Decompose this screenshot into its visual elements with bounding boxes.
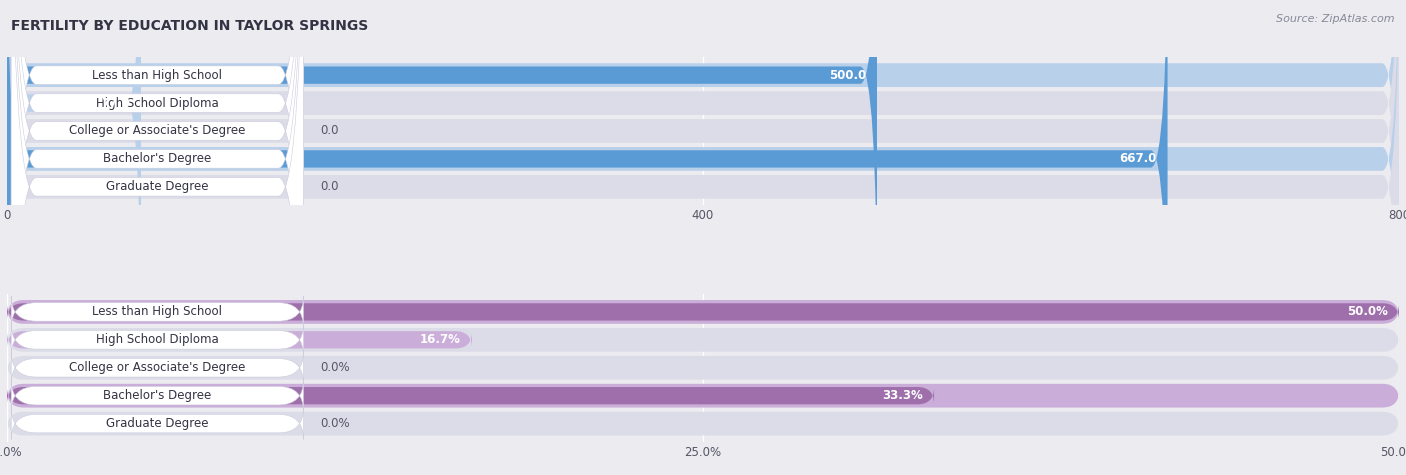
Text: 50.0%: 50.0% xyxy=(1347,305,1388,318)
Text: Source: ZipAtlas.com: Source: ZipAtlas.com xyxy=(1277,14,1395,24)
FancyBboxPatch shape xyxy=(7,0,1399,415)
FancyBboxPatch shape xyxy=(7,0,1399,387)
Text: 667.0: 667.0 xyxy=(1119,152,1156,165)
Text: Graduate Degree: Graduate Degree xyxy=(105,180,208,193)
Text: High School Diploma: High School Diploma xyxy=(96,333,219,346)
Text: High School Diploma: High School Diploma xyxy=(96,96,219,110)
FancyBboxPatch shape xyxy=(11,0,304,475)
FancyBboxPatch shape xyxy=(7,0,877,334)
Text: 0.0%: 0.0% xyxy=(321,417,350,430)
FancyBboxPatch shape xyxy=(7,356,1399,380)
Text: College or Associate's Degree: College or Associate's Degree xyxy=(69,124,246,137)
Text: 500.0: 500.0 xyxy=(828,69,866,82)
Text: 16.7%: 16.7% xyxy=(420,333,461,346)
FancyBboxPatch shape xyxy=(7,387,934,404)
FancyBboxPatch shape xyxy=(7,300,1399,324)
FancyBboxPatch shape xyxy=(7,384,1399,408)
Text: Bachelor's Degree: Bachelor's Degree xyxy=(103,389,211,402)
Text: Less than High School: Less than High School xyxy=(93,69,222,82)
Text: 0.0: 0.0 xyxy=(321,180,339,193)
FancyBboxPatch shape xyxy=(11,296,304,328)
Text: 0.0: 0.0 xyxy=(321,124,339,137)
FancyBboxPatch shape xyxy=(7,303,1399,321)
FancyBboxPatch shape xyxy=(11,380,304,411)
Text: 33.3%: 33.3% xyxy=(882,389,922,402)
FancyBboxPatch shape xyxy=(7,0,1399,332)
FancyBboxPatch shape xyxy=(7,331,472,349)
FancyBboxPatch shape xyxy=(11,352,304,384)
FancyBboxPatch shape xyxy=(7,0,1167,418)
Text: 0.0%: 0.0% xyxy=(321,361,350,374)
FancyBboxPatch shape xyxy=(7,0,141,362)
FancyBboxPatch shape xyxy=(11,0,304,475)
FancyBboxPatch shape xyxy=(11,324,304,356)
Text: Graduate Degree: Graduate Degree xyxy=(105,417,208,430)
FancyBboxPatch shape xyxy=(11,0,304,468)
FancyBboxPatch shape xyxy=(11,408,304,439)
FancyBboxPatch shape xyxy=(7,412,1399,436)
Text: College or Associate's Degree: College or Associate's Degree xyxy=(69,361,246,374)
Text: 77.0: 77.0 xyxy=(101,96,129,110)
FancyBboxPatch shape xyxy=(11,0,304,475)
FancyBboxPatch shape xyxy=(7,328,1399,352)
Text: FERTILITY BY EDUCATION IN TAYLOR SPRINGS: FERTILITY BY EDUCATION IN TAYLOR SPRINGS xyxy=(11,19,368,33)
FancyBboxPatch shape xyxy=(7,0,1399,359)
FancyBboxPatch shape xyxy=(11,0,304,475)
Text: Bachelor's Degree: Bachelor's Degree xyxy=(103,152,211,165)
Text: Less than High School: Less than High School xyxy=(93,305,222,318)
FancyBboxPatch shape xyxy=(7,0,1399,443)
